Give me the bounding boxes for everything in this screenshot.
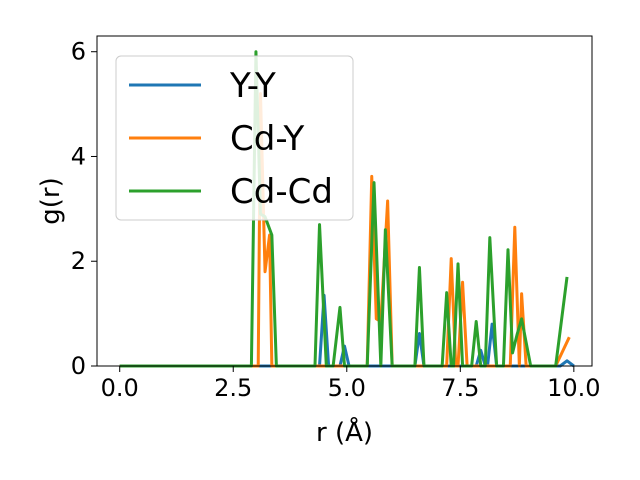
x-tick-label: 7.5 xyxy=(441,374,479,402)
axes-frame xyxy=(96,35,593,367)
legend-label-y-y: Y-Y xyxy=(229,66,276,106)
y-tick-label: 4 xyxy=(71,142,86,170)
legend-label-cd-y: Cd-Y xyxy=(230,119,305,159)
y-tick-label: 6 xyxy=(71,38,86,66)
x-tick-label: 0.0 xyxy=(101,374,139,402)
y-tick-label: 0 xyxy=(71,352,86,380)
x-tick-label: 2.5 xyxy=(214,374,252,402)
x-tick-label: 10.0 xyxy=(547,374,600,402)
y-axis-label: g(r) xyxy=(36,177,66,224)
legend-label-cd-cd: Cd-Cd xyxy=(230,172,333,212)
legend: Y-Y Cd-Y Cd-Cd xyxy=(115,55,354,221)
x-tick-label: 5.0 xyxy=(328,374,366,402)
y-tick-label: 2 xyxy=(71,247,86,275)
legend-box xyxy=(115,55,354,221)
x-axis-ticks: 0.0 2.5 5.0 7.5 10.0 xyxy=(101,366,601,402)
x-axis-label: r (Å) xyxy=(316,416,373,448)
y-axis-ticks: 0 2 4 6 xyxy=(71,38,97,380)
